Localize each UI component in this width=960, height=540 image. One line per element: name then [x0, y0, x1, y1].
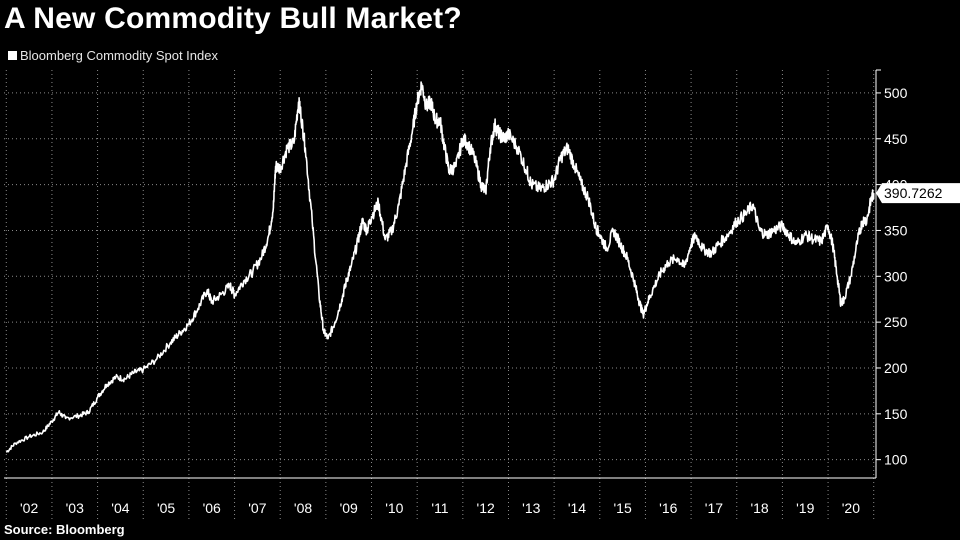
x-tick-label: '07 — [248, 500, 266, 516]
x-tick-label: '18 — [750, 500, 768, 516]
y-tick-label: 200 — [884, 360, 908, 376]
y-tick-label: 450 — [884, 131, 908, 147]
y-tick-label: 100 — [884, 452, 908, 468]
x-tick-label: '05 — [157, 500, 175, 516]
x-tick-label: '15 — [613, 500, 631, 516]
y-tick-label: 500 — [884, 85, 908, 101]
legend-swatch — [8, 51, 17, 60]
x-tick-label: '11 — [431, 500, 448, 516]
x-tick-label: '16 — [659, 500, 677, 516]
y-tick-label: 250 — [884, 314, 908, 330]
legend: Bloomberg Commodity Spot Index — [8, 48, 218, 63]
y-tick-label: 150 — [884, 406, 908, 422]
x-tick-label: '17 — [705, 500, 723, 516]
x-tick-label: '12 — [477, 500, 495, 516]
last-value-box — [876, 183, 960, 204]
series-line — [5, 81, 875, 453]
x-tick-label: '04 — [111, 500, 129, 516]
x-tick-label: '02 — [20, 500, 38, 516]
x-tick-label: '10 — [385, 500, 403, 516]
x-tick-label: '20 — [842, 500, 860, 516]
x-tick-label: '06 — [203, 500, 221, 516]
legend-label: Bloomberg Commodity Spot Index — [20, 48, 218, 63]
y-tick-label: 300 — [884, 268, 908, 284]
x-tick-label: '08 — [294, 500, 312, 516]
last-value-label: 390.7262 — [884, 185, 943, 201]
x-tick-label: '09 — [340, 500, 358, 516]
x-tick-label: '13 — [522, 500, 540, 516]
x-tick-label: '03 — [66, 500, 84, 516]
source-note: Source: Bloomberg — [4, 522, 125, 537]
x-tick-label: '14 — [568, 500, 586, 516]
y-tick-label: 350 — [884, 222, 908, 238]
x-tick-label: '19 — [796, 500, 814, 516]
last-value-callout: 390.7262 — [876, 183, 960, 204]
chart-title: A New Commodity Bull Market? — [4, 2, 462, 35]
